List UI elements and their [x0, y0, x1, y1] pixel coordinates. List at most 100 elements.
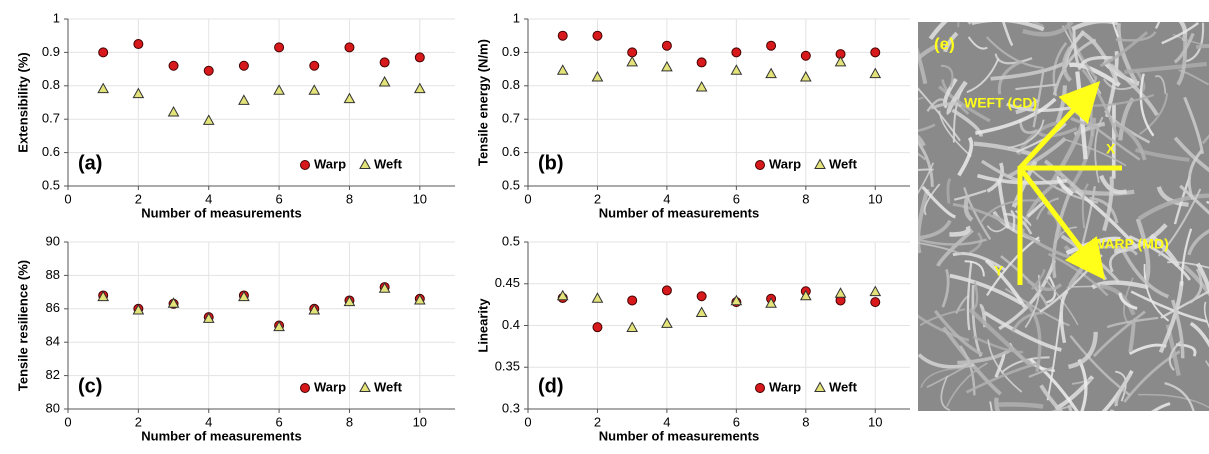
x-tick-label: 8 — [346, 414, 353, 429]
warp-point — [380, 58, 389, 67]
weft-point — [204, 115, 214, 124]
weft-point — [801, 72, 811, 81]
legend-symbol — [756, 161, 765, 170]
x-tick-label: 6 — [275, 414, 282, 429]
weft-point — [731, 65, 741, 74]
legend-symbol — [301, 384, 310, 393]
y-tick-label: 0.35 — [495, 359, 520, 374]
y-tick-label: 0.6 — [42, 144, 60, 159]
weft-point — [344, 94, 354, 103]
weft-point — [309, 85, 319, 94]
x-tick-label: 2 — [135, 414, 142, 429]
legend-symbol — [360, 383, 370, 392]
sem-image: (e) WEFT (CD) X WARP (MD) Y — [846, 0, 1209, 449]
y-tick-label: 84 — [46, 334, 60, 349]
warp-point — [345, 43, 354, 52]
x-tick-label: 0 — [524, 414, 531, 429]
x-tick-label: 8 — [802, 191, 809, 206]
warp-point — [732, 48, 741, 57]
legend-symbol — [301, 161, 310, 170]
weft-point — [592, 293, 602, 302]
weft-point — [558, 65, 568, 74]
panel-label: (c) — [78, 375, 102, 397]
weft-point — [697, 307, 707, 316]
warp-point — [871, 48, 880, 57]
x-tick-label: 6 — [733, 414, 740, 429]
warp-point — [697, 292, 706, 301]
legend-label: Warp — [769, 156, 801, 171]
x-tick-label: 8 — [802, 414, 809, 429]
y-axis-label: Tensile energy (N/m) — [475, 39, 490, 166]
y-tick-label: 0.5 — [502, 177, 520, 192]
x-tick-label: 10 — [413, 414, 427, 429]
x-tick-label: 4 — [205, 414, 212, 429]
weft-point — [592, 72, 602, 81]
legend-label: Warp — [314, 379, 346, 394]
warp-point — [310, 61, 319, 70]
x-tick-label: 10 — [868, 191, 882, 206]
warp-point — [134, 40, 143, 49]
x-axis-label: Number of measurements — [141, 428, 301, 443]
legend-label: Warp — [769, 379, 801, 394]
weft-point — [870, 69, 880, 78]
x-axis-label: Number of measurements — [599, 428, 759, 443]
y-tick-label: 80 — [46, 400, 60, 415]
panel-label: (b) — [538, 152, 564, 174]
y-axis-label: Extensibility (%) — [15, 52, 30, 152]
weft-point — [274, 85, 284, 94]
y-tick-label: 86 — [46, 300, 60, 315]
y-tick-label: 0.9 — [42, 44, 60, 59]
panel-label: (d) — [538, 375, 564, 397]
annotation: WARP (MD) — [1092, 236, 1169, 252]
warp-point — [697, 58, 706, 67]
weft-point — [415, 84, 425, 93]
legend-symbol — [360, 160, 370, 169]
legend-label: Warp — [314, 156, 346, 171]
y-tick-label: 1 — [513, 10, 520, 25]
x-tick-label: 2 — [135, 191, 142, 206]
y-tick-label: 82 — [46, 367, 60, 382]
panel-label: (a) — [78, 152, 102, 174]
warp-point — [558, 31, 567, 40]
x-tick-label: 8 — [346, 191, 353, 206]
warp-point — [628, 296, 637, 305]
warp-point — [593, 31, 602, 40]
weft-point — [169, 107, 179, 116]
warp-point — [628, 48, 637, 57]
x-tick-label: 4 — [205, 191, 212, 206]
fiber — [1088, 410, 1112, 447]
warp-point — [275, 43, 284, 52]
warp-point — [871, 298, 880, 307]
x-tick-label: 2 — [594, 191, 601, 206]
y-tick-label: 0.9 — [502, 44, 520, 59]
y-tick-label: 90 — [46, 233, 60, 248]
warp-point — [204, 66, 213, 75]
y-tick-label: 1 — [53, 10, 60, 25]
warp-point — [415, 53, 424, 62]
y-tick-label: 0.4 — [502, 317, 520, 332]
weft-point — [627, 57, 637, 66]
annotation: WEFT (CD) — [964, 95, 1037, 111]
legend-label: Weft — [829, 156, 858, 171]
y-tick-label: 0.7 — [502, 111, 520, 126]
y-tick-label: 0.6 — [502, 144, 520, 159]
x-axis-label: Number of measurements — [599, 205, 759, 220]
x-tick-label: 6 — [733, 191, 740, 206]
weft-point — [662, 318, 672, 327]
fiber — [1006, 421, 1028, 423]
fiber — [998, 404, 1043, 406]
legend-symbol — [756, 384, 765, 393]
y-tick-label: 88 — [46, 267, 60, 282]
x-tick-label: 0 — [64, 191, 71, 206]
fiber — [935, 416, 969, 428]
weft-point — [836, 288, 846, 297]
image-panel-label: (e) — [934, 34, 955, 53]
weft-point — [133, 89, 143, 98]
warp-point — [801, 51, 810, 60]
weft-point — [239, 95, 249, 104]
x-tick-label: 0 — [524, 191, 531, 206]
